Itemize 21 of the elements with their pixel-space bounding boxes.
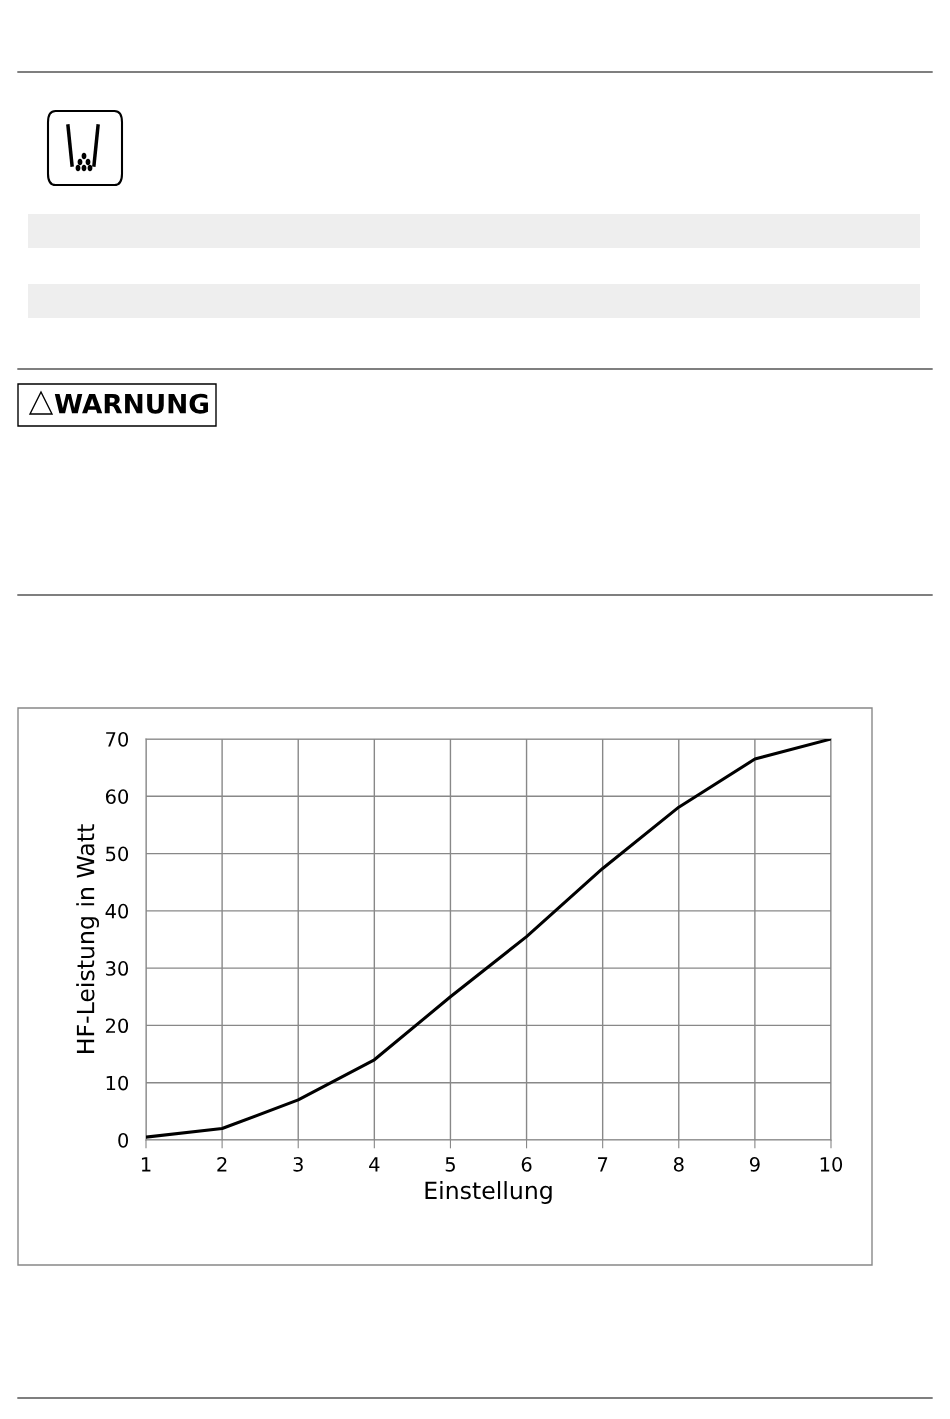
y-tick-label: 40 [105, 903, 129, 919]
x-tick-label: 7 [598, 1157, 608, 1172]
x-tick-label: 6 [521, 1157, 532, 1172]
y-tick-label: 20 [106, 1018, 129, 1034]
x-tick-label: 5 [445, 1157, 455, 1172]
y-tick-label: 0 [118, 1132, 129, 1148]
y-tick-label: 60 [105, 789, 129, 804]
x-axis-title: Einstellung [425, 1181, 552, 1204]
y-axis-title: HF-Leistung in Watt [76, 824, 100, 1053]
y-tick-label: 70 [106, 731, 129, 747]
x-tick-label: 2 [217, 1157, 227, 1172]
x-tick-label: 1 [141, 1157, 151, 1172]
x-tick-label: 10 [820, 1157, 843, 1172]
x-tick-label: 3 [293, 1157, 303, 1172]
y-tick-label: 10 [106, 1075, 129, 1091]
x-tick-label: 9 [749, 1157, 760, 1172]
y-tick-label: 50 [106, 846, 129, 862]
x-tick-label: 8 [673, 1157, 684, 1172]
x-tick-label: 4 [369, 1157, 380, 1172]
text: WARNUNG [54, 393, 208, 414]
y-tick-label: 30 [106, 961, 129, 976]
